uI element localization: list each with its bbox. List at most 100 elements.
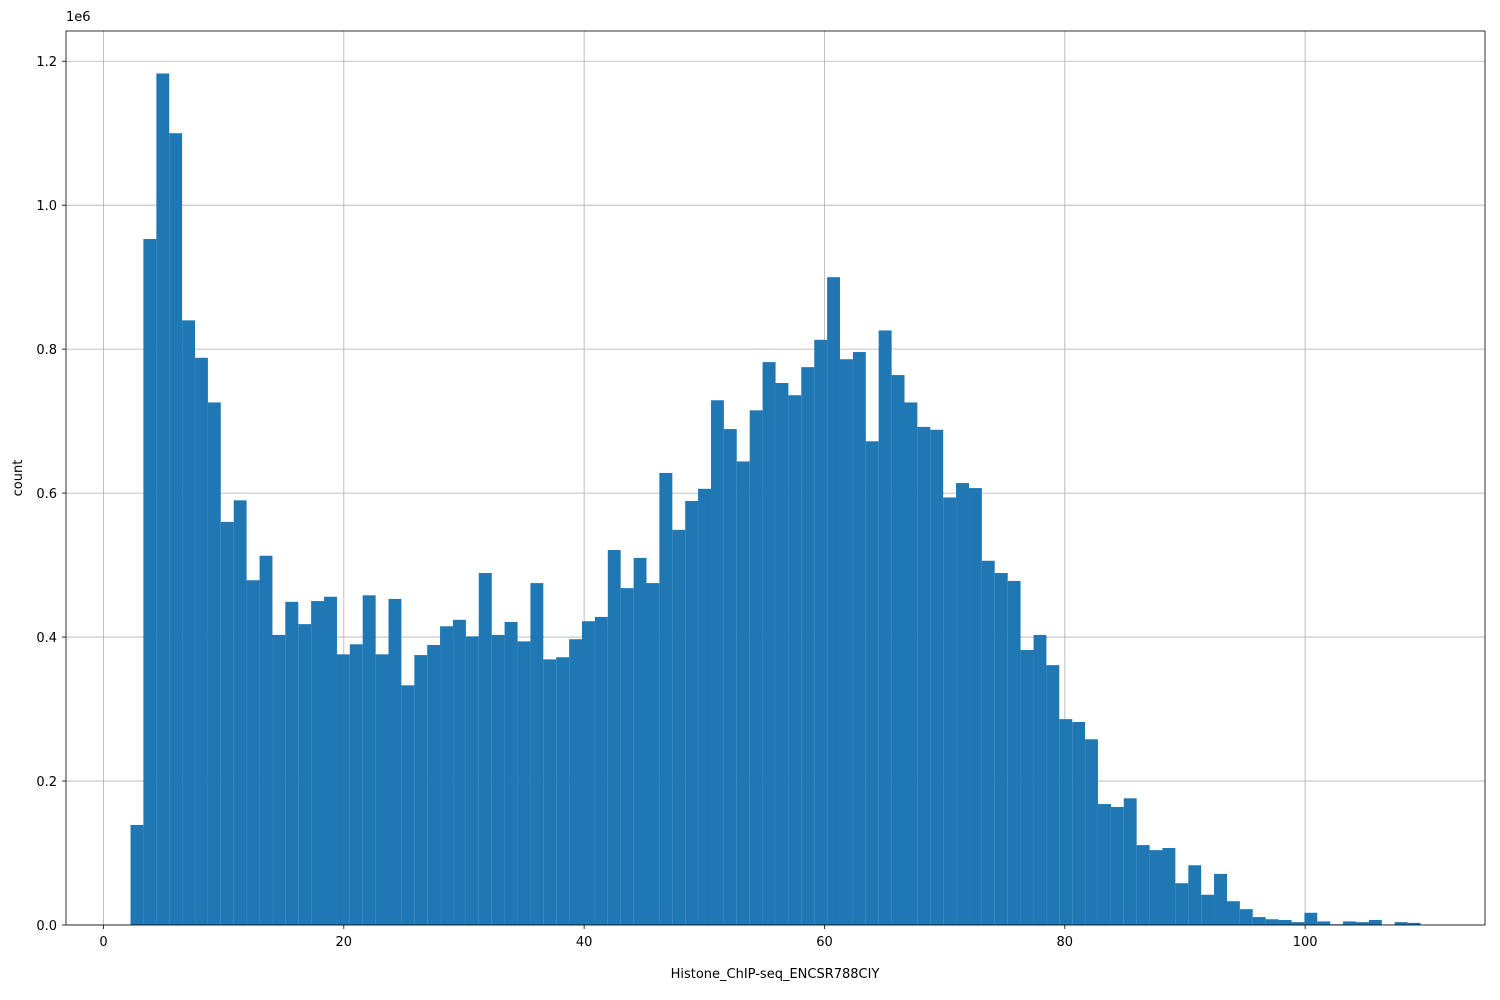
bar bbox=[1123, 798, 1137, 925]
bar bbox=[1097, 804, 1111, 925]
x-tick-label: 0 bbox=[99, 935, 107, 950]
bar bbox=[685, 501, 699, 925]
x-tick-label: 20 bbox=[336, 935, 353, 950]
y-tick-label: 0.4 bbox=[36, 631, 57, 646]
bar bbox=[581, 621, 595, 925]
bar bbox=[1227, 901, 1240, 925]
bar bbox=[169, 133, 183, 926]
bar bbox=[943, 497, 957, 925]
bar bbox=[633, 557, 647, 925]
bar bbox=[362, 595, 376, 925]
bar bbox=[491, 634, 505, 925]
bar bbox=[620, 588, 634, 925]
bar bbox=[904, 402, 918, 925]
bar bbox=[827, 277, 840, 925]
bar bbox=[1368, 919, 1382, 925]
bar bbox=[788, 395, 802, 925]
bar bbox=[594, 616, 608, 925]
bar bbox=[1394, 922, 1408, 925]
bar bbox=[1278, 919, 1292, 925]
y-tick-label: 1.2 bbox=[36, 55, 57, 70]
bar bbox=[956, 483, 970, 925]
x-tick-label: 100 bbox=[1293, 935, 1318, 950]
bar bbox=[375, 654, 389, 925]
bar bbox=[1265, 919, 1279, 925]
bar bbox=[311, 601, 324, 925]
bar bbox=[414, 655, 428, 925]
bar bbox=[698, 488, 712, 925]
bar bbox=[233, 500, 247, 925]
bar bbox=[246, 580, 260, 925]
bar bbox=[878, 330, 892, 926]
bar bbox=[453, 619, 466, 925]
bar bbox=[865, 441, 879, 925]
bar bbox=[775, 382, 789, 926]
bar bbox=[749, 410, 763, 926]
y-tick-label: 0.8 bbox=[36, 343, 57, 358]
bar bbox=[762, 362, 776, 926]
bar bbox=[323, 596, 337, 925]
bar bbox=[1175, 883, 1189, 925]
bar bbox=[711, 400, 724, 925]
y-offset-label: 1e6 bbox=[66, 10, 91, 25]
bar bbox=[478, 573, 492, 925]
bar bbox=[1214, 873, 1228, 925]
bar bbox=[839, 359, 853, 925]
bar bbox=[336, 654, 350, 925]
bar bbox=[440, 626, 454, 925]
bar bbox=[1033, 634, 1047, 925]
bar bbox=[1149, 850, 1163, 925]
bar bbox=[891, 375, 905, 925]
bar bbox=[1059, 719, 1073, 925]
y-tick-label: 1.0 bbox=[36, 199, 57, 214]
bar bbox=[852, 352, 866, 925]
bar bbox=[659, 472, 673, 925]
y-tick-label: 0.0 bbox=[36, 919, 57, 934]
bar bbox=[1201, 894, 1215, 925]
bar bbox=[543, 659, 557, 925]
bar bbox=[401, 685, 415, 925]
y-tick-label: 0.6 bbox=[36, 487, 57, 502]
bar bbox=[1317, 921, 1331, 925]
bar bbox=[285, 601, 299, 925]
bar bbox=[1136, 845, 1150, 925]
bar bbox=[504, 621, 518, 925]
bar bbox=[298, 624, 312, 925]
bar bbox=[1291, 922, 1305, 925]
x-tick-label: 40 bbox=[576, 935, 593, 950]
bar bbox=[1355, 922, 1369, 925]
bar bbox=[517, 641, 531, 925]
bar bbox=[1046, 665, 1060, 925]
bar bbox=[195, 357, 208, 926]
x-tick-label: 60 bbox=[816, 935, 833, 950]
bar bbox=[156, 73, 170, 925]
plot-frame bbox=[65, 30, 1486, 926]
bar bbox=[981, 560, 995, 925]
bar bbox=[607, 549, 621, 925]
bar bbox=[207, 402, 221, 925]
bar bbox=[1072, 722, 1086, 925]
bar bbox=[814, 339, 828, 925]
bar bbox=[1239, 909, 1253, 925]
x-tick-label: 80 bbox=[1057, 935, 1074, 950]
bar bbox=[1020, 650, 1034, 925]
bar bbox=[427, 644, 441, 925]
bar bbox=[1085, 739, 1098, 925]
bar bbox=[1110, 806, 1124, 925]
bar bbox=[388, 598, 402, 925]
bar bbox=[569, 639, 582, 925]
bar bbox=[1188, 865, 1202, 925]
bar bbox=[1304, 912, 1318, 925]
bar bbox=[969, 488, 982, 925]
bar bbox=[917, 426, 931, 925]
bar bbox=[465, 636, 479, 925]
bar bbox=[556, 657, 570, 925]
bar bbox=[672, 529, 686, 925]
bar bbox=[143, 239, 157, 925]
bar bbox=[801, 367, 815, 925]
bar bbox=[994, 573, 1008, 925]
bar bbox=[723, 429, 737, 925]
bar bbox=[1162, 847, 1176, 925]
y-axis-label: count bbox=[11, 460, 26, 497]
